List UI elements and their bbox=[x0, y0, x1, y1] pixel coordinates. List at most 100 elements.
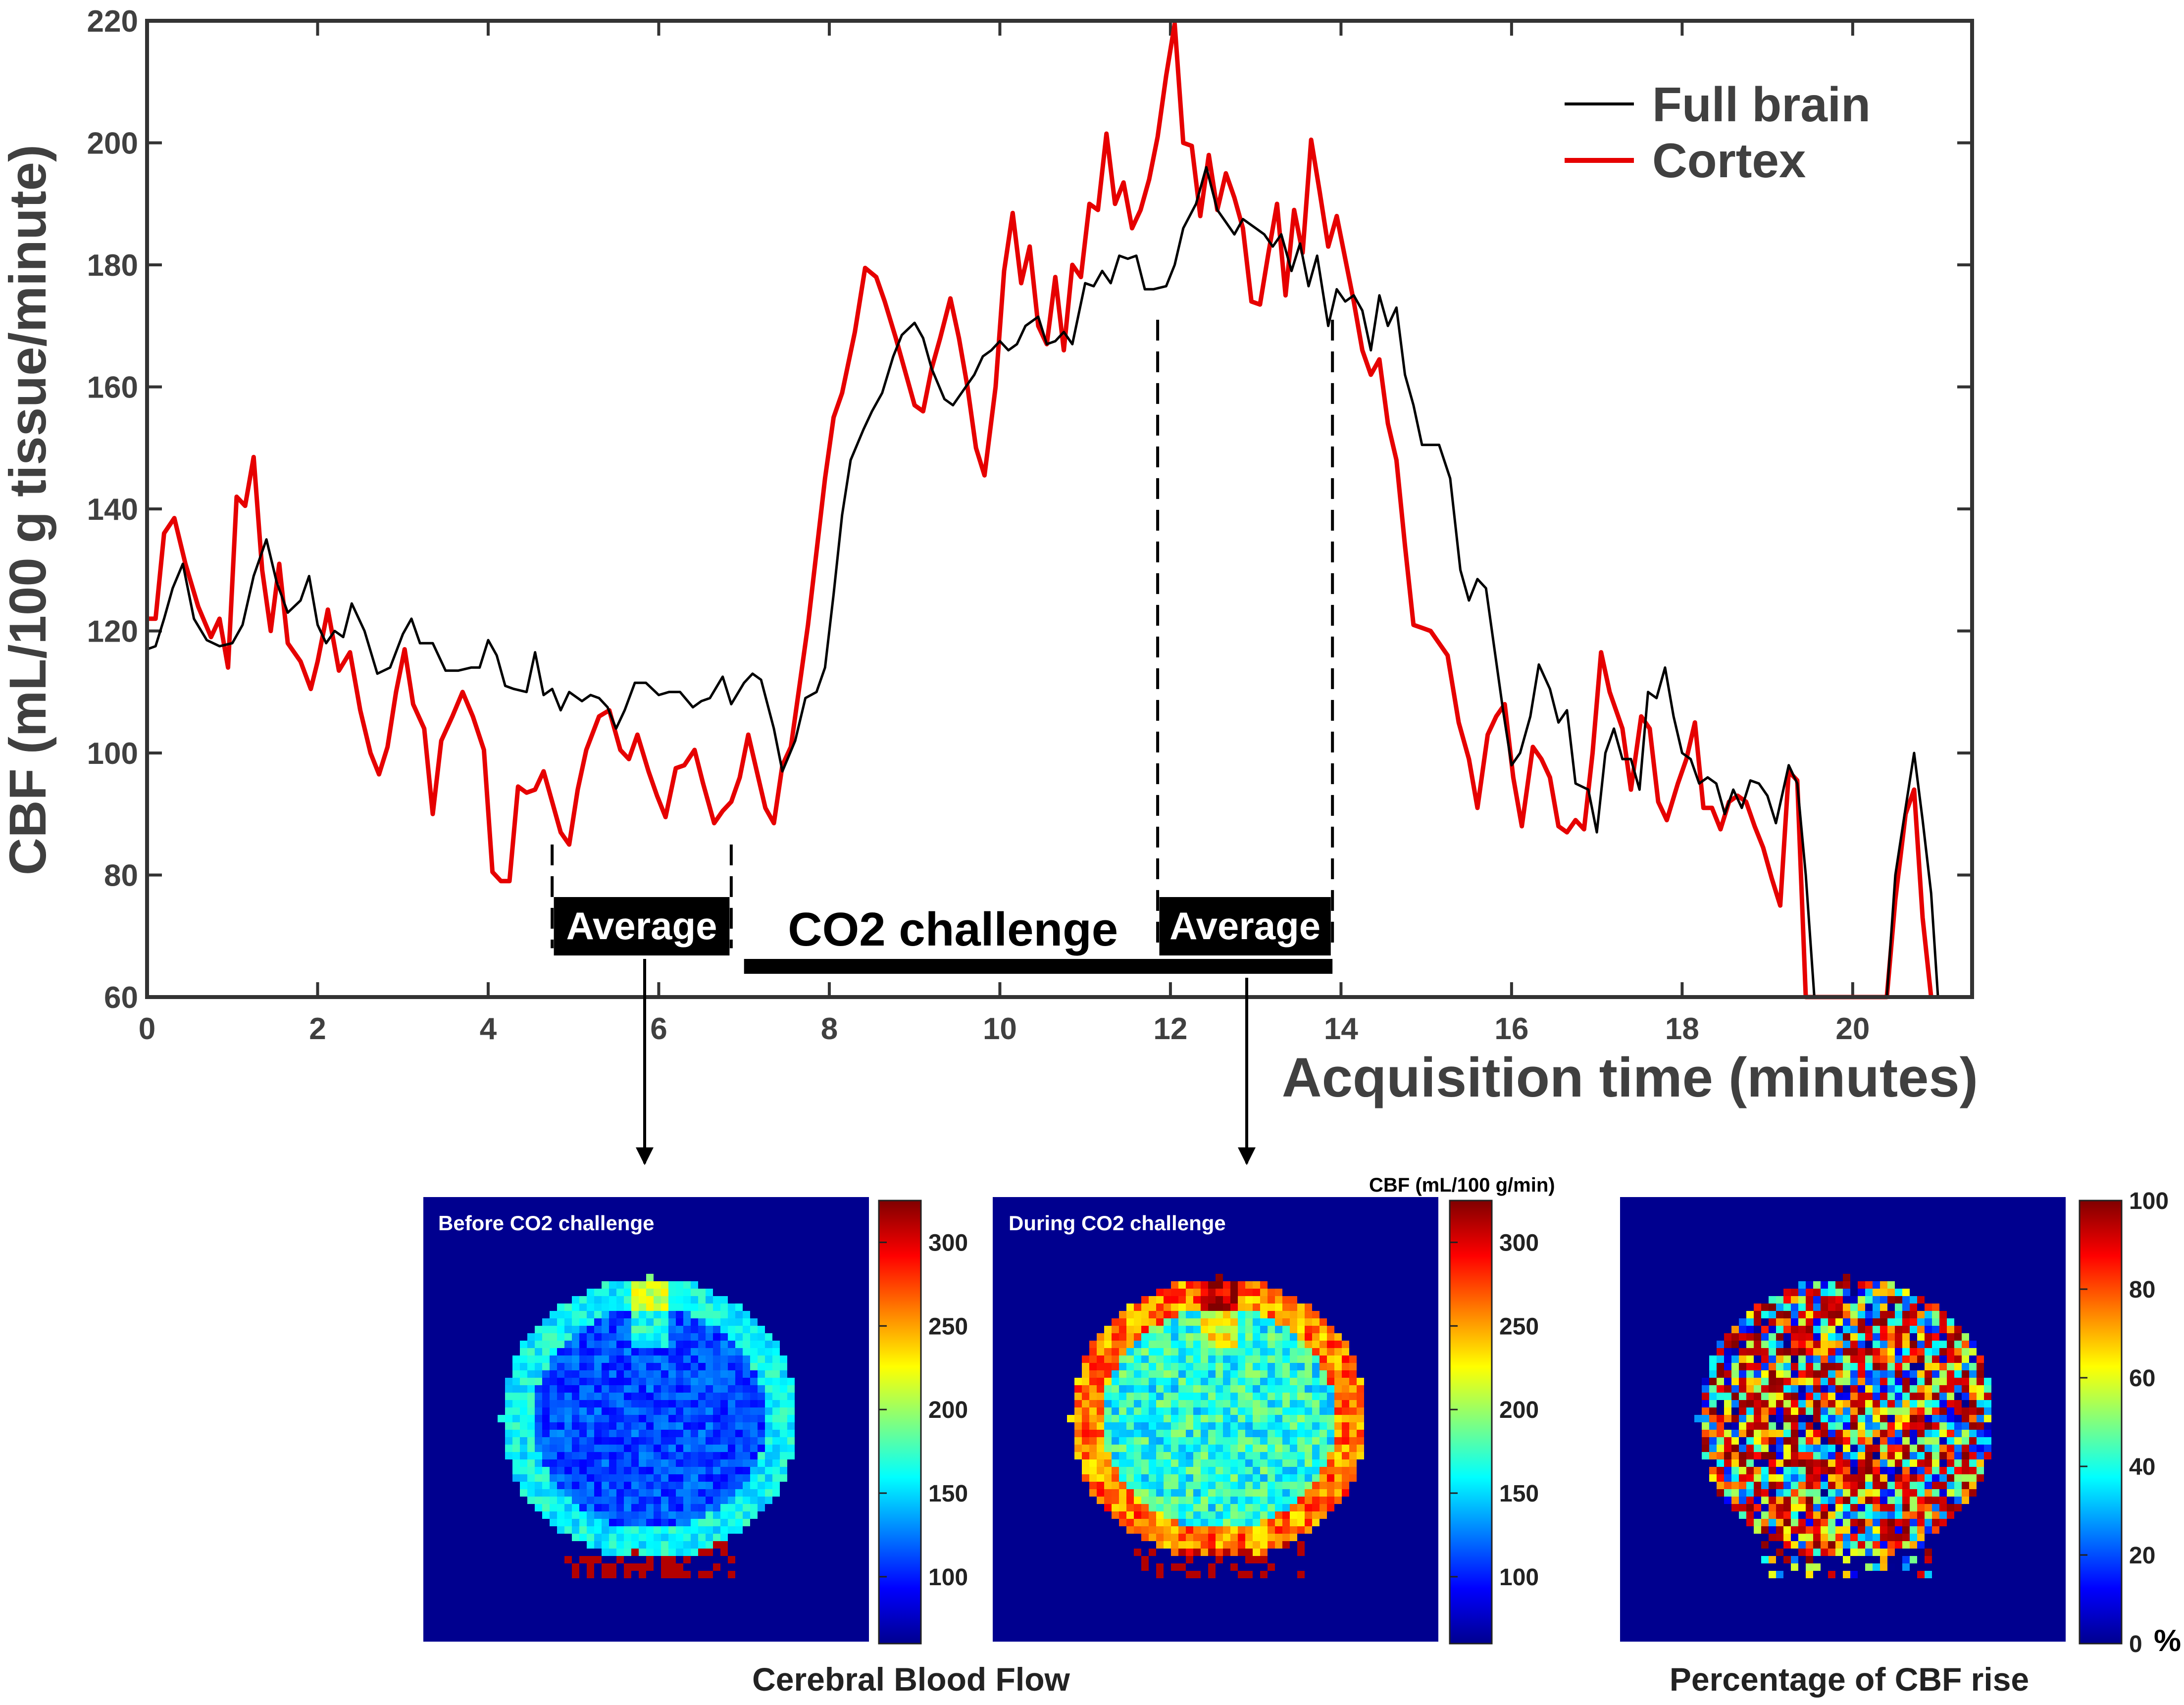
brain-voxel bbox=[587, 1341, 594, 1348]
brain-voxel bbox=[1843, 1318, 1850, 1326]
brain-voxel bbox=[1119, 1519, 1126, 1526]
brain-voxel bbox=[683, 1407, 691, 1415]
brain-voxel bbox=[579, 1474, 587, 1482]
brain-voxel bbox=[609, 1474, 616, 1482]
brain-voxel bbox=[1208, 1497, 1216, 1504]
brain-voxel bbox=[602, 1296, 609, 1304]
brain-voxel bbox=[1969, 1415, 1977, 1422]
brain-voxel bbox=[668, 1534, 676, 1541]
brain-voxel bbox=[602, 1437, 609, 1445]
brain-voxel bbox=[1709, 1445, 1717, 1452]
brain-voxel bbox=[1731, 1333, 1739, 1341]
brain-voxel bbox=[1858, 1348, 1865, 1355]
brain-voxel bbox=[1104, 1326, 1112, 1333]
brain-voxel bbox=[1739, 1407, 1746, 1415]
brain-voxel bbox=[1149, 1482, 1156, 1489]
brain-voxel bbox=[624, 1318, 631, 1326]
brain-voxel bbox=[1947, 1504, 1954, 1511]
brain-voxel bbox=[654, 1304, 661, 1311]
brain-voxel bbox=[1297, 1504, 1305, 1511]
colorbar-tick-label: 80 bbox=[2129, 1277, 2155, 1303]
brain-voxel bbox=[631, 1437, 639, 1445]
brain-voxel bbox=[1156, 1482, 1164, 1489]
colorbar-tick-label: 40 bbox=[2129, 1454, 2155, 1480]
brain-voxel bbox=[1327, 1378, 1334, 1385]
brain-voxel bbox=[1119, 1430, 1126, 1437]
brain-voxel bbox=[706, 1326, 713, 1333]
brain-voxel bbox=[1089, 1355, 1097, 1363]
brain-voxel bbox=[1290, 1504, 1297, 1511]
brain-voxel bbox=[1349, 1407, 1357, 1415]
brain-voxel bbox=[1880, 1318, 1887, 1326]
brain-voxel bbox=[661, 1326, 668, 1333]
brain-voxel bbox=[1223, 1289, 1230, 1296]
brain-voxel bbox=[1806, 1526, 1813, 1534]
brain-voxel bbox=[1962, 1497, 1969, 1504]
brain-voxel bbox=[1238, 1318, 1245, 1326]
brain-voxel bbox=[1223, 1452, 1230, 1459]
brain-voxel bbox=[1282, 1415, 1290, 1422]
brain-voxel bbox=[616, 1311, 624, 1318]
brain-voxel bbox=[542, 1445, 550, 1452]
brain-voxel bbox=[1798, 1296, 1806, 1304]
brain-voxel bbox=[1208, 1378, 1216, 1385]
brain-voxel bbox=[1769, 1497, 1776, 1504]
brain-voxel bbox=[1798, 1467, 1806, 1474]
brain-voxel bbox=[1925, 1511, 1932, 1519]
brain-voxel bbox=[1865, 1437, 1873, 1445]
brain-voxel bbox=[1895, 1393, 1902, 1400]
brain-voxel bbox=[564, 1526, 572, 1534]
brain-voxel bbox=[1208, 1318, 1216, 1326]
brain-voxel bbox=[1962, 1378, 1969, 1385]
brain-voxel bbox=[1126, 1355, 1134, 1363]
brain-voxel bbox=[1238, 1370, 1245, 1378]
brain-voxel bbox=[1312, 1363, 1320, 1370]
brain-voxel bbox=[624, 1407, 631, 1415]
brain-voxel bbox=[1238, 1526, 1245, 1534]
brain-voxel bbox=[616, 1541, 624, 1549]
brain-voxel bbox=[1260, 1407, 1268, 1415]
brain-voxel bbox=[1902, 1289, 1910, 1296]
brain-voxel bbox=[1821, 1393, 1828, 1400]
brain-voxel bbox=[1709, 1370, 1717, 1378]
brain-voxel bbox=[1821, 1326, 1828, 1333]
brain-voxel bbox=[1739, 1415, 1746, 1422]
brain-voxel bbox=[557, 1318, 564, 1326]
brain-voxel bbox=[1791, 1445, 1798, 1452]
brain-voxel bbox=[1813, 1504, 1821, 1511]
brain-voxel bbox=[1873, 1497, 1880, 1504]
brain-voxel bbox=[639, 1341, 646, 1348]
brain-voxel bbox=[1171, 1281, 1178, 1289]
brain-voxel bbox=[1731, 1415, 1739, 1422]
brain-voxel bbox=[631, 1348, 639, 1355]
brain-voxel bbox=[542, 1467, 550, 1474]
brain-voxel bbox=[1171, 1526, 1178, 1534]
brain-voxel bbox=[1156, 1326, 1164, 1333]
brain-voxel bbox=[1216, 1511, 1223, 1519]
brain-voxel bbox=[1925, 1311, 1932, 1318]
brain-voxel bbox=[1977, 1459, 1984, 1467]
brain-voxel bbox=[1186, 1348, 1193, 1355]
brain-voxel bbox=[1238, 1474, 1245, 1482]
brain-voxel bbox=[720, 1534, 728, 1541]
brain-voxel bbox=[1320, 1363, 1327, 1370]
brain-voxel bbox=[646, 1534, 654, 1541]
brain-voxel bbox=[572, 1363, 579, 1370]
brain-voxel bbox=[683, 1571, 691, 1578]
brain-voxel bbox=[616, 1296, 624, 1304]
brain-voxel bbox=[520, 1467, 527, 1474]
brain-voxel bbox=[1925, 1422, 1932, 1430]
brain-voxel bbox=[728, 1467, 735, 1474]
brain-voxel bbox=[1201, 1452, 1208, 1459]
brain-voxel bbox=[1312, 1370, 1320, 1378]
brain-voxel bbox=[1290, 1511, 1297, 1519]
brain-voxel bbox=[1954, 1385, 1962, 1393]
brain-voxel bbox=[1798, 1474, 1806, 1482]
brain-voxel bbox=[720, 1348, 728, 1355]
brain-voxel bbox=[646, 1437, 654, 1445]
brain-voxel bbox=[1268, 1333, 1275, 1341]
brain-voxel bbox=[1969, 1467, 1977, 1474]
brain-voxel bbox=[1268, 1348, 1275, 1355]
brain-voxel bbox=[1297, 1415, 1305, 1422]
brain-voxel bbox=[691, 1452, 698, 1459]
